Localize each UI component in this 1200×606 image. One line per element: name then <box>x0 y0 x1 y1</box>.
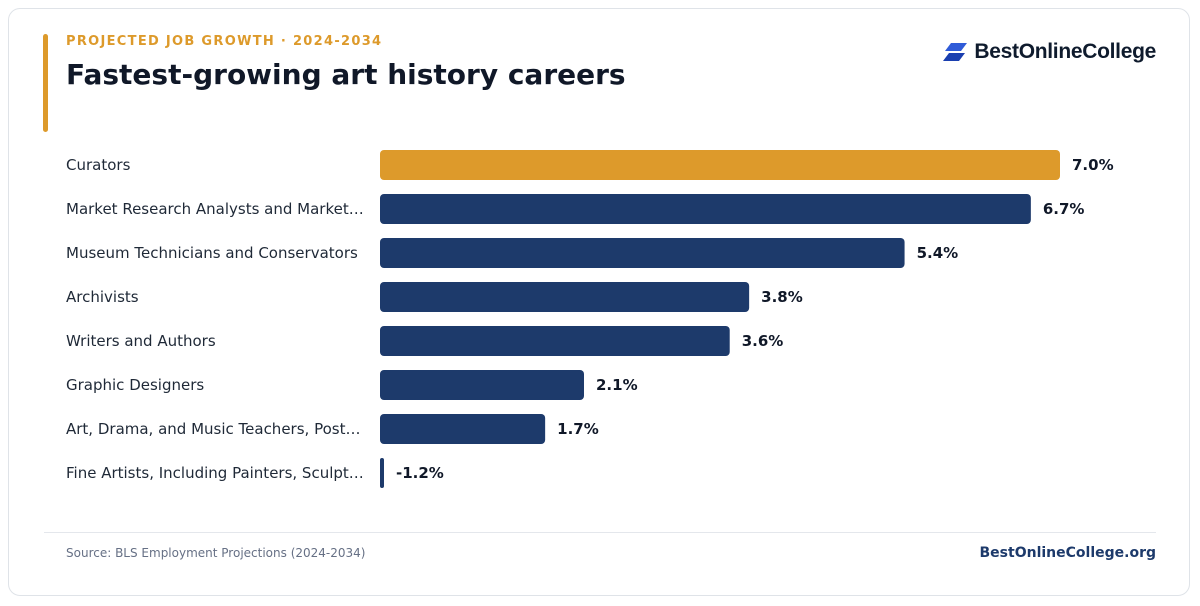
value-label: 7.0% <box>1072 156 1114 174</box>
brand-logo[interactable]: BestOnlineCollege <box>942 40 1156 64</box>
eyebrow-label: PROJECTED JOB GROWTH · 2024-2034 <box>66 34 383 49</box>
category-label: Art, Drama, and Music Teachers, Post… <box>66 420 360 438</box>
brand-logo-text: BestOnlineCollege <box>974 40 1156 63</box>
bar[interactable] <box>380 458 384 488</box>
category-label: Market Research Analysts and Market… <box>66 200 364 218</box>
value-label: 3.8% <box>761 288 803 306</box>
category-label: Writers and Authors <box>66 332 216 350</box>
accent-rule <box>43 34 48 132</box>
bar[interactable] <box>380 238 905 268</box>
category-label: Graphic Designers <box>66 376 204 394</box>
value-label: 2.1% <box>596 376 638 394</box>
source-note: Source: BLS Employment Projections (2024… <box>66 546 366 560</box>
parallelogram-stack-icon <box>943 43 968 61</box>
bar[interactable] <box>380 326 730 356</box>
bar[interactable] <box>380 282 750 312</box>
bar[interactable] <box>380 194 1031 224</box>
chart-title: Fastest-growing art history careers <box>66 58 626 91</box>
value-label: -1.2% <box>396 464 444 482</box>
category-label: Museum Technicians and Conservators <box>66 244 358 262</box>
site-link[interactable]: BestOnlineCollege.org <box>979 545 1156 561</box>
category-label: Fine Artists, Including Painters, Sculpt… <box>66 464 364 482</box>
category-label: Archivists <box>66 288 139 306</box>
footer-divider <box>44 532 1156 533</box>
bar[interactable] <box>380 370 584 400</box>
bar[interactable] <box>380 414 546 444</box>
value-label: 3.6% <box>742 332 784 350</box>
value-label: 6.7% <box>1043 200 1085 218</box>
value-label: 5.4% <box>917 244 959 262</box>
value-label: 1.7% <box>557 420 599 438</box>
bar[interactable] <box>380 150 1060 180</box>
category-label: Curators <box>66 156 131 174</box>
